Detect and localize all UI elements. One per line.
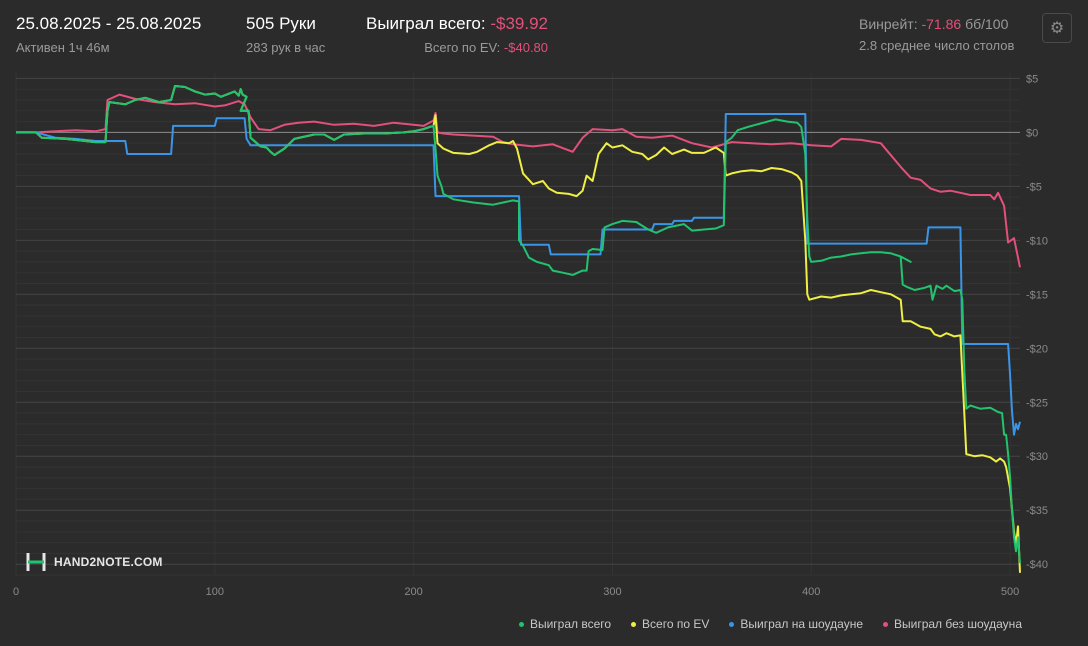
avg-tables: 2.8 среднее число столов [859,38,1015,53]
legend-dot [518,621,524,627]
hands-per-hour: 283 рук в час [246,40,326,55]
y-tick-label: -$10 [1026,235,1048,247]
hands-count: 505 Руки [246,14,316,33]
logo-mark-icon [26,553,46,571]
y-tick-label: -$35 [1026,505,1048,517]
y-tick-label: -$40 [1026,559,1048,571]
date-range: 25.08.2025 - 25.08.2025 [16,14,202,33]
legend-won-total[interactable]: Выиграл всего [518,617,612,631]
hands-block: 505 Руки 283 рук в час [246,14,325,55]
gear-icon: ⚙ [1049,20,1065,37]
legend-showdown[interactable]: Выиграл на шоудауне [729,617,863,631]
legend-dot [883,621,888,627]
winrate-label: Винрейт: [859,16,918,32]
winrate-block: Винрейт: -71.86 бб/100 2.8 среднее число… [859,16,1014,53]
y-tick-label: $0 [1026,127,1038,139]
legend-dot [631,621,637,627]
chart-lines [16,85,1021,573]
chart-legend: Выиграл всего Всего по EV Выиграл на шоу… [518,617,1022,631]
winrate-unit: бб/100 [965,16,1009,32]
y-tick-label: -$25 [1026,397,1048,409]
hand2note-logo: HAND2NOTE.COM [26,551,163,573]
x-tick-label: 100 [206,586,224,598]
logo-text: HAND2NOTE.COM [54,555,163,569]
x-tick-label: 500 [1001,586,1019,598]
active-time: Активен 1ч 46м [16,40,110,55]
x-tick-label: 0 [13,586,19,598]
ev-label: Всего по EV: [424,40,501,55]
winrate-value: -71.86 [921,16,962,32]
x-axis: 0 100 200 300 400 500 [13,586,1019,598]
x-tick-label: 400 [802,586,820,598]
settings-button[interactable]: ⚙ [1042,13,1072,43]
y-tick-label: $5 [1026,73,1038,85]
x-tick-label: 200 [404,586,422,598]
ev-value: -$40.80 [503,40,549,55]
legend-non-showdown[interactable]: Выиграл без шоудауна [883,617,1022,631]
y-tick-label: -$15 [1026,289,1048,301]
legend-label: Всего по EV [642,617,710,631]
y-tick-label: -$20 [1026,343,1048,355]
legend-ev[interactable]: Всего по EV [631,617,709,631]
series-line [16,93,1021,268]
won-total-value: -$39.92 [490,14,549,33]
x-tick-label: 300 [603,586,621,598]
won-block: Выиграл всего: -$39.92 Всего по EV: -$40… [366,14,548,55]
y-axis: $5 $0 -$5 -$10 -$15 -$20 -$25 -$30 -$35 -$40 [1026,73,1048,571]
legend-label: Выиграл всего [529,617,612,631]
chart-grid [15,73,1020,576]
date-block: 25.08.2025 - 25.08.2025 Активен 1ч 46м [16,14,201,55]
legend-dot [729,621,735,627]
legend-label: Выиграл на шоудауне [740,617,863,631]
series-line [16,113,1021,436]
won-total-label: Выиграл всего: [366,14,486,33]
legend-label: Выиграл без шоудауна [894,617,1022,631]
y-tick-label: -$30 [1026,451,1048,463]
series-line [16,85,1021,564]
y-tick-label: -$5 [1026,181,1042,193]
